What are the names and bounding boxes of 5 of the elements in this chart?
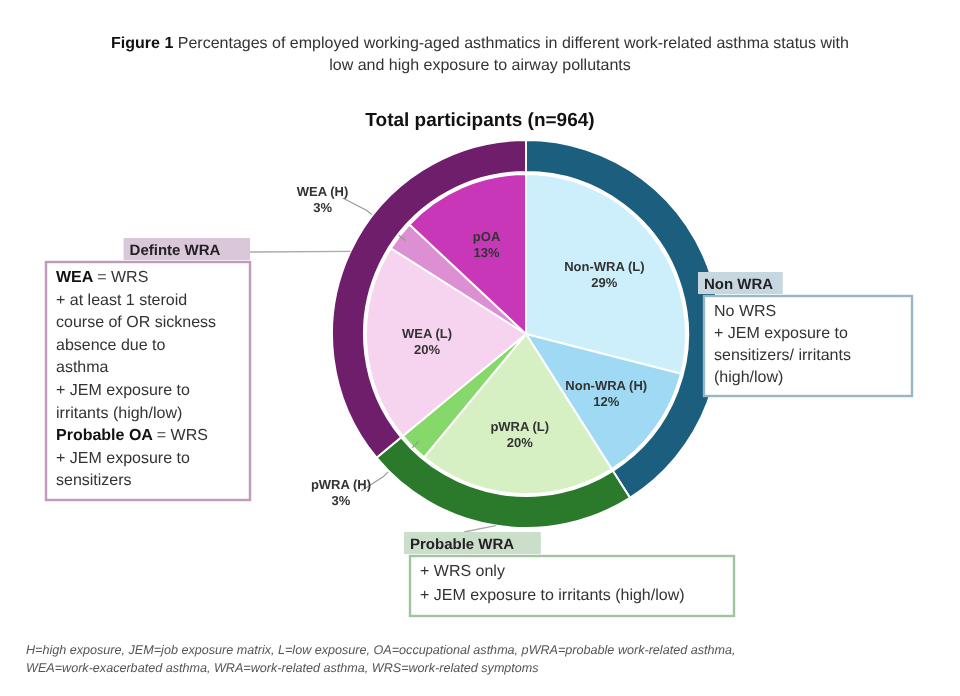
text: No WRS + JEM exposure to sensitizers/ irritants (high/low) <box>714 302 851 386</box>
chart-subtitle: Total participants (n=964) <box>365 110 595 132</box>
text: WEA = WRS + at least 1 steroid course of OR sickness absence due to asthma + JEM exposure to irritants (high/low) Probable OA = WRS + JEM exposure to sensitizers <box>56 268 217 490</box>
text: + WRS only + JEM exposure to irritants (high/low) <box>420 562 686 604</box>
chart-title: Figure 1 Percentages of employed working-aged asthmatics in different work-related asthma status with low and high exposure to airway pollutants <box>111 34 849 74</box>
